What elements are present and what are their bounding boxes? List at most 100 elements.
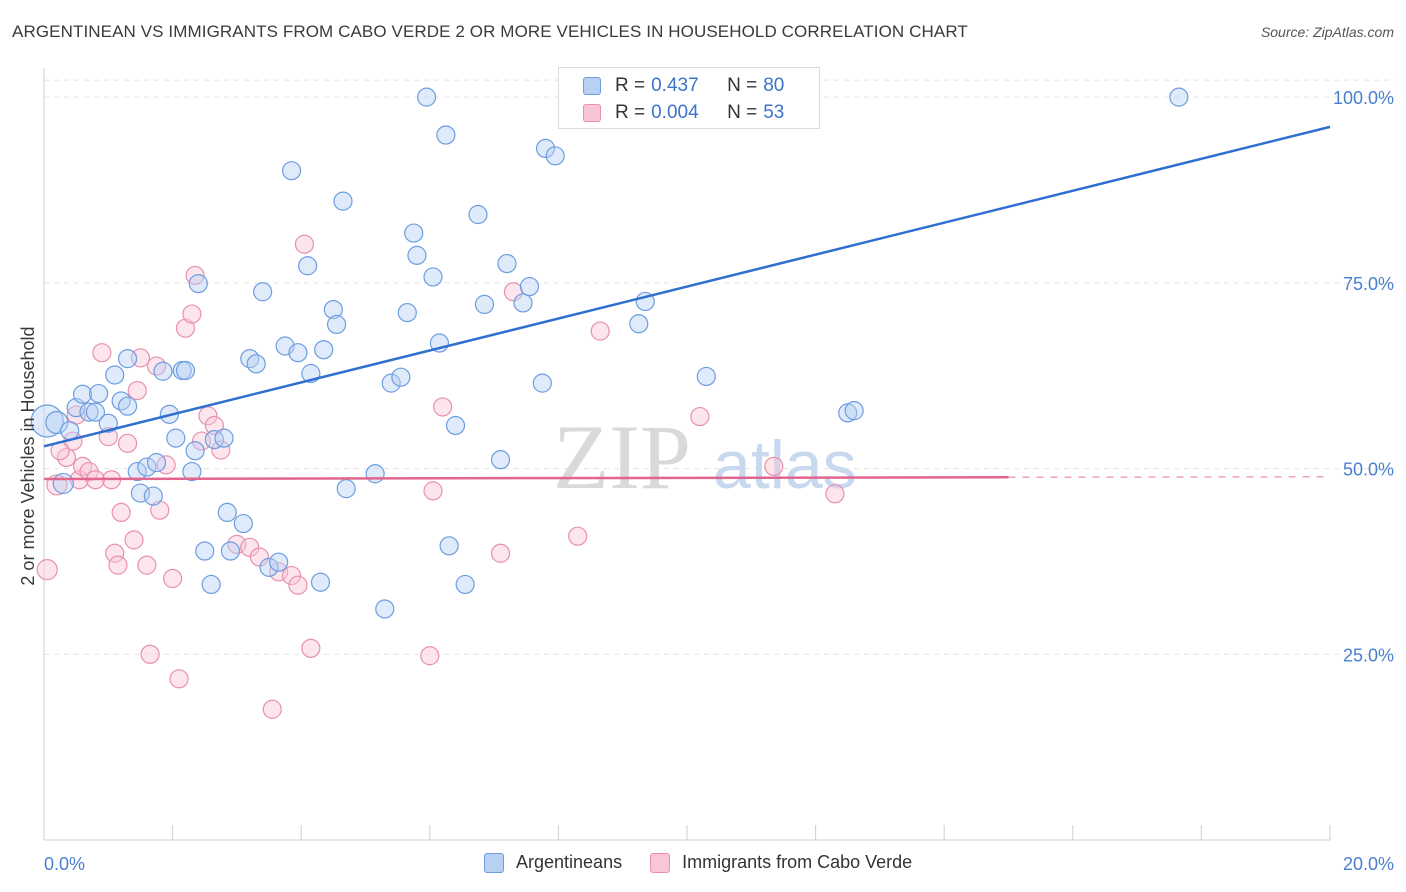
point-argentineans [182,461,202,482]
n-label: N = [727,75,758,96]
watermark-zip: ZIP [553,406,691,508]
x-tick-label: 20.0% [1343,854,1394,874]
point-argentineans [497,253,517,274]
point-argentineans [314,340,334,360]
point-cabo-verde [92,343,112,363]
point-argentineans [474,294,495,314]
point-argentineans [246,354,266,374]
y-tick-label: 100.0% [1333,88,1394,108]
point-argentineans [217,502,237,523]
point-argentineans [288,343,308,363]
y-tick-label: 50.0% [1343,460,1394,480]
point-cabo-verde [72,456,93,476]
pink-swatch [583,104,601,122]
point-argentineans [240,349,260,369]
legend-label: Argentineans [516,852,623,872]
point-cabo-verde [288,575,308,595]
point-argentineans [455,574,475,595]
point-argentineans [127,461,147,482]
point-argentineans [72,384,93,404]
point-argentineans [111,391,131,411]
point-argentineans [545,146,565,166]
point-cabo-verde [175,318,196,338]
point-argentineans [513,293,533,313]
point-cabo-verde [262,699,282,719]
point-cabo-verde [420,646,440,666]
point-argentineans [298,256,318,276]
y-tick-label: 25.0% [1343,645,1394,665]
point-argentineans [397,302,417,323]
point-argentineans [143,486,163,506]
point-argentineans [436,125,456,145]
point-argentineans [375,599,395,619]
point-argentineans [439,536,459,556]
trend-line-cabo-verde [43,476,1009,481]
point-argentineans [153,361,173,381]
point-argentineans [629,314,649,334]
point-argentineans [519,276,540,297]
r-value: 0.437 [651,75,699,96]
point-argentineans [79,402,99,422]
y-axis-label: 2 or more Vehicles in Household [18,326,38,585]
point-cabo-verde [137,555,157,575]
point-argentineans [85,402,106,422]
point-cabo-verde [825,484,845,504]
point-argentineans [404,223,424,243]
point-argentineans [468,204,488,225]
watermark: ZIP atlas [553,406,857,508]
point-argentineans [490,450,511,470]
point-argentineans [696,366,716,387]
point-cabo-verde [105,543,125,563]
point-argentineans [336,479,356,499]
stats-row-argentineans: R = 0.437 N = 80 [583,74,784,98]
point-cabo-verde [423,481,443,501]
point-argentineans [214,428,234,448]
point-argentineans [52,472,74,495]
point-argentineans [146,453,167,473]
point-argentineans [253,282,273,302]
stats-legend: R = 0.437 N = 80 R = 0.004 N = 53 [558,67,820,129]
n-label: N = [727,102,758,123]
n-value: 80 [763,75,785,96]
point-argentineans [233,513,253,534]
blue-swatch [484,852,504,873]
r-value: 0.004 [651,102,699,123]
point-cabo-verde [108,555,128,575]
point-argentineans [391,367,411,387]
x-tick-label: 0.0% [44,854,85,874]
point-argentineans [195,541,215,561]
point-argentineans [185,441,205,461]
legend-item-cabo-verde[interactable]: Immigrants from Cabo Verde [650,852,912,873]
point-argentineans [204,430,224,450]
point-cabo-verde [169,669,189,689]
point-argentineans [535,138,556,158]
point-argentineans [175,360,196,381]
legend-item-argentineans[interactable]: Argentineans [484,852,622,873]
trend-line-argentineans [43,125,1331,448]
point-cabo-verde [590,321,610,341]
point-argentineans [1169,87,1189,107]
point-argentineans [201,574,221,595]
series-cabo-verde-points [36,234,845,719]
point-cabo-verde [568,526,588,546]
r-label: R = [615,102,646,123]
r-label: R = [615,75,646,96]
point-argentineans [310,572,331,592]
series-argentineans-points [30,85,1189,619]
n-value: 53 [763,102,785,123]
y-tick-label: 75.0% [1343,274,1394,294]
point-argentineans [30,404,64,438]
point-argentineans [423,267,443,287]
point-argentineans [137,457,157,477]
point-cabo-verde [211,440,231,460]
legend-label: Immigrants from Cabo Verde [682,852,913,872]
point-argentineans [269,552,289,572]
point-argentineans [105,365,125,385]
point-argentineans [89,383,109,404]
point-argentineans [259,557,279,577]
point-argentineans [333,191,353,211]
point-cabo-verde [490,543,511,563]
point-cabo-verde [140,644,160,664]
point-argentineans [117,349,138,369]
